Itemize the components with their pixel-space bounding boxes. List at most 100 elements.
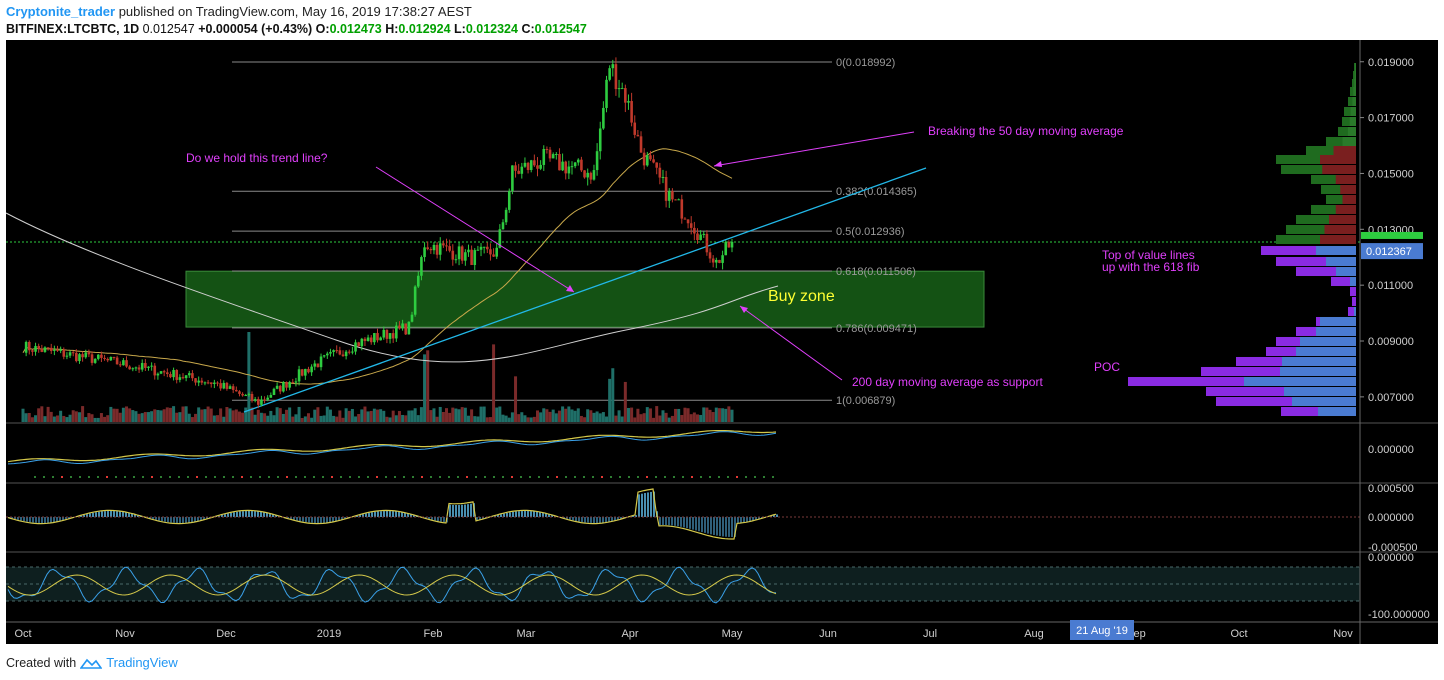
volume-bar — [683, 407, 687, 422]
volume-bar — [655, 406, 659, 422]
volume-bar — [310, 417, 314, 422]
candle-body — [184, 375, 188, 379]
candle-body — [426, 247, 429, 250]
volume-bar — [140, 413, 144, 422]
indicator2-bar — [32, 517, 34, 523]
candle-body — [244, 395, 248, 397]
indicator2-bar — [500, 514, 502, 517]
candle-body — [344, 351, 348, 357]
indicator2-bar — [17, 517, 19, 520]
indicator2-bar — [398, 511, 400, 517]
indicator1-dot — [52, 476, 54, 478]
annotation-arrow — [739, 305, 843, 381]
volume-bar — [492, 344, 496, 422]
volume-bar — [93, 417, 97, 422]
indicator1-dot — [187, 476, 189, 478]
indicator1-dot — [331, 476, 333, 478]
indicator1-dot — [349, 476, 351, 478]
indicator2-bar — [470, 503, 472, 517]
indicator1-dot — [556, 476, 558, 478]
volume-bar — [517, 414, 521, 422]
candle-body — [263, 399, 266, 401]
candle-body — [341, 354, 345, 357]
candle-body — [595, 151, 599, 171]
author-link[interactable]: Cryptonite_trader — [6, 4, 116, 19]
volume-bar — [382, 410, 386, 422]
indicator1-dot — [502, 476, 504, 478]
volume-bar — [501, 414, 505, 422]
indicator2-bar — [365, 513, 367, 517]
candle-body — [699, 234, 702, 241]
symbol-info: BITFINEX:LTCBTC, 1D 0.012547 +0.000054 (… — [6, 22, 587, 36]
price-chart[interactable]: Buy zone 0(0.018992) 0.382(0.014365) 0.5(0… — [6, 40, 1438, 644]
volume-profile-bar — [1296, 267, 1356, 276]
indicator1-dot — [133, 476, 135, 478]
indicator1-dot — [484, 476, 486, 478]
volume-profile-bar — [1292, 397, 1356, 406]
volume-bar — [288, 407, 292, 422]
volume-profile-bar — [1352, 97, 1356, 106]
indicator2-bar — [659, 517, 661, 526]
indicator2-bar — [461, 504, 463, 517]
indicator1-dot — [151, 476, 153, 478]
volume-bar — [253, 414, 257, 422]
indicator2-bar — [683, 517, 685, 528]
candle-body — [140, 363, 144, 370]
indicator2-bar — [203, 517, 205, 520]
candle-body — [548, 149, 552, 159]
volume-bar — [269, 410, 273, 422]
indicator1-dot — [340, 476, 342, 478]
indicator3-tick-label: -100.000000 — [1368, 609, 1430, 621]
volume-bar — [523, 415, 527, 422]
candle-body — [134, 367, 138, 369]
volume-bar — [601, 412, 605, 422]
volume-bar — [677, 408, 681, 422]
volume-bar — [617, 410, 621, 422]
volume-bar — [335, 416, 339, 422]
volume-bar — [648, 408, 652, 422]
candle-body — [247, 393, 251, 396]
volume-bar — [727, 406, 731, 422]
volume-bar — [21, 408, 25, 422]
indicator2-bar — [26, 517, 28, 522]
indicator1-dot — [592, 476, 594, 478]
volume-bar — [557, 410, 561, 422]
indicator1-dot — [421, 476, 423, 478]
volume-bar — [225, 407, 229, 422]
volume-bar — [350, 408, 354, 422]
indicator2-bar — [545, 513, 547, 517]
candle-body — [457, 246, 461, 260]
indicator2-bar — [512, 511, 514, 517]
volume-bar — [435, 416, 439, 422]
indicator2-bar — [122, 511, 124, 517]
candle-body — [200, 380, 204, 383]
tradingview-link[interactable]: TradingView — [106, 655, 178, 670]
volume-bar — [250, 407, 254, 422]
indicator2-bar — [632, 515, 634, 517]
candle-body — [96, 354, 100, 359]
candle-body — [266, 397, 269, 400]
indicator3-line-a — [7, 566, 777, 604]
candle-body — [658, 167, 662, 178]
volume-bar — [605, 416, 609, 422]
indicator2-bar — [665, 517, 667, 526]
candle-body — [395, 325, 398, 339]
chart-background — [6, 40, 1438, 644]
candle-body — [674, 199, 677, 201]
candle-body — [555, 154, 558, 156]
candle-body — [724, 241, 728, 256]
indicator2-bar — [620, 517, 622, 520]
volume-profile-bar — [1318, 407, 1356, 416]
volume-bar — [165, 407, 169, 422]
volume-profile-bar — [1261, 246, 1356, 255]
indicator2-bar — [53, 517, 55, 523]
candle-body — [354, 342, 357, 352]
y-tick-label: 0.019000 — [1368, 57, 1414, 69]
indicator2-bar — [611, 517, 613, 522]
indicator2-bar — [758, 517, 760, 520]
candle-body — [150, 365, 153, 367]
volume-bar — [96, 417, 100, 422]
volume-bar — [216, 415, 220, 422]
candle-body — [272, 388, 276, 395]
volume-bar — [692, 412, 696, 422]
